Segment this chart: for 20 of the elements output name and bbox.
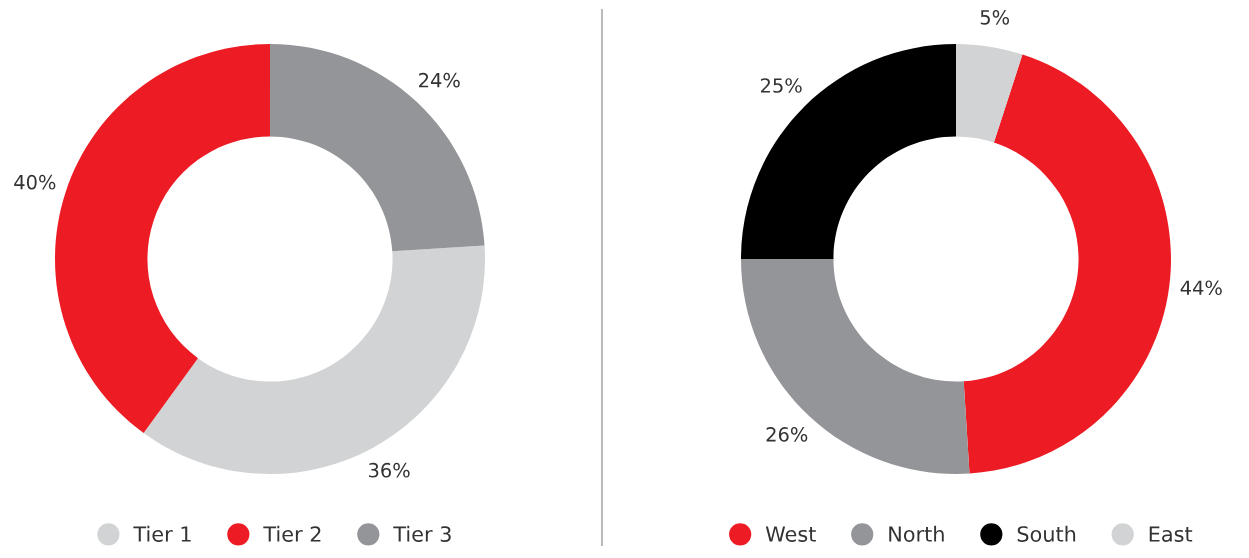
donut-slice (741, 44, 956, 259)
donut-slice (741, 259, 970, 474)
legend-label: East (1149, 526, 1193, 542)
legend-label: Tier 2 (263, 525, 321, 542)
data-label: 36% (368, 462, 410, 478)
data-label: 26% (766, 427, 808, 442)
data-label: 40% (14, 174, 56, 190)
legend-label: South (1017, 525, 1076, 542)
data-label: 25% (760, 78, 802, 93)
donut-slice (963, 54, 1171, 474)
legend-label: West (765, 526, 816, 542)
donut-slice (270, 44, 485, 252)
data-label: 5% (980, 9, 1010, 25)
data-label: 24% (419, 72, 460, 88)
donut-slice (55, 44, 270, 433)
donut-slice (956, 44, 1023, 143)
data-label: 44% (1180, 280, 1222, 296)
legend-label: North (889, 525, 944, 542)
legend-label: Tier 3 (393, 525, 451, 542)
legend-label: Tier 1 (133, 525, 191, 542)
